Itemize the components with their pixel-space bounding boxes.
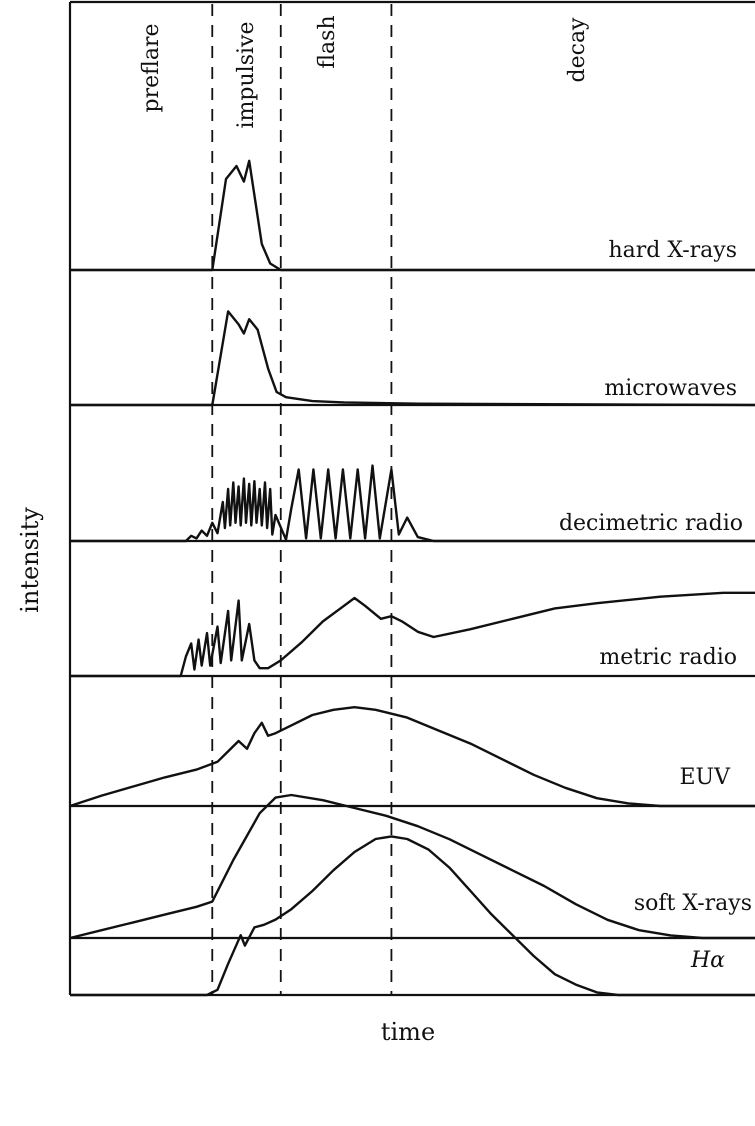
curve-microwaves	[70, 310, 755, 407]
phase-label-decay: decay	[565, 17, 590, 83]
panel-label-decimetric-radio: decimetric radio	[559, 511, 743, 536]
phase-labels: preflare impulsive flash decay	[139, 15, 590, 128]
panel-label-microwaves: microwaves	[604, 376, 737, 401]
curve-decimetric-radio	[70, 464, 755, 543]
frame-group	[68, 0, 755, 995]
phase-label-impulsive: impulsive	[234, 22, 259, 129]
panel-label-h-alpha: Hα	[690, 948, 725, 973]
phase-label-preflare: preflare	[139, 24, 164, 113]
panel-labels: hard X-rays microwaves decimetric radio …	[559, 238, 752, 973]
panel-label-euv: EUV	[680, 765, 732, 790]
curve-metric-radio	[70, 591, 755, 678]
panel-label-soft-x-rays: soft X-rays	[634, 891, 752, 916]
curves-group	[69, 159, 755, 997]
y-axis-label: intensity	[16, 507, 44, 613]
curve-euv	[69, 706, 755, 808]
curve-soft-x-rays	[69, 793, 755, 940]
phase-label-flash: flash	[315, 15, 340, 68]
curve-h-	[70, 835, 755, 997]
panel-label-hard-x-rays: hard X-rays	[608, 238, 737, 263]
x-axis-label: time	[381, 1018, 435, 1046]
panel-label-metric-radio: metric radio	[599, 645, 737, 670]
curve-hard-x-rays	[70, 159, 755, 272]
phase-dividers	[211, 4, 393, 995]
